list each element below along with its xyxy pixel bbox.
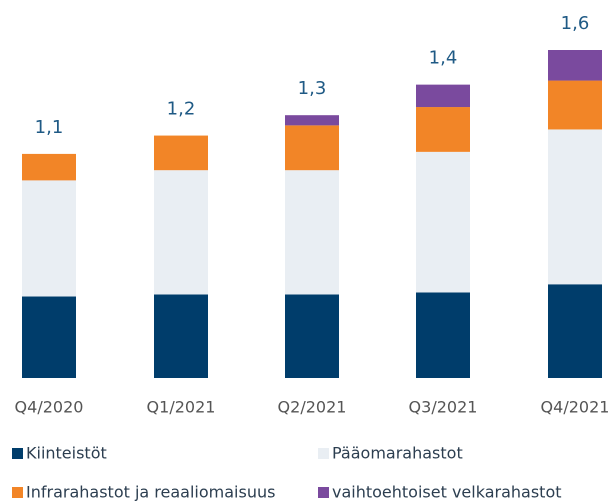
bar-segment (285, 170, 339, 295)
bar-segment (548, 80, 602, 130)
bar-segment (548, 50, 602, 81)
bar-segment (22, 180, 76, 297)
legend-swatch (318, 487, 329, 498)
bar-segment (416, 107, 470, 152)
bar-segment (548, 284, 602, 378)
bar-segment (416, 292, 470, 378)
legend-swatch (12, 448, 23, 459)
legend-label: Infrarahastot ja reaaliomaisuus (26, 483, 275, 502)
bar-segment (548, 129, 602, 285)
x-tick-label: Q2/2021 (278, 398, 347, 417)
bar-segment (285, 115, 339, 126)
bar-segment (285, 125, 339, 171)
legend-swatch (318, 448, 329, 459)
total-label: 1,1 (35, 117, 64, 138)
total-label: 1,4 (429, 48, 458, 69)
total-label: 1,6 (561, 13, 590, 34)
bar-segment (154, 294, 208, 378)
x-tick-label: Q3/2021 (409, 398, 478, 417)
bar-segment (22, 296, 76, 378)
total-label: 1,3 (298, 78, 327, 99)
bar-segment (154, 135, 208, 171)
legend-swatch (12, 487, 23, 498)
bar-segment (285, 294, 339, 378)
x-tick-label: Q4/2020 (15, 398, 84, 417)
bar-segment (154, 170, 208, 295)
x-tick-label: Q1/2021 (147, 398, 216, 417)
bar-segment (22, 153, 76, 181)
legend-label: Kiinteistöt (26, 444, 107, 463)
total-label: 1,2 (167, 99, 196, 120)
x-tick-label: Q4/2021 (541, 398, 610, 417)
bar-segment (416, 151, 470, 293)
bar-segment (416, 84, 470, 108)
legend-label: vaihtoehtoiset velkarahastot (332, 483, 562, 502)
legend-label: Pääomarahastot (332, 444, 463, 463)
